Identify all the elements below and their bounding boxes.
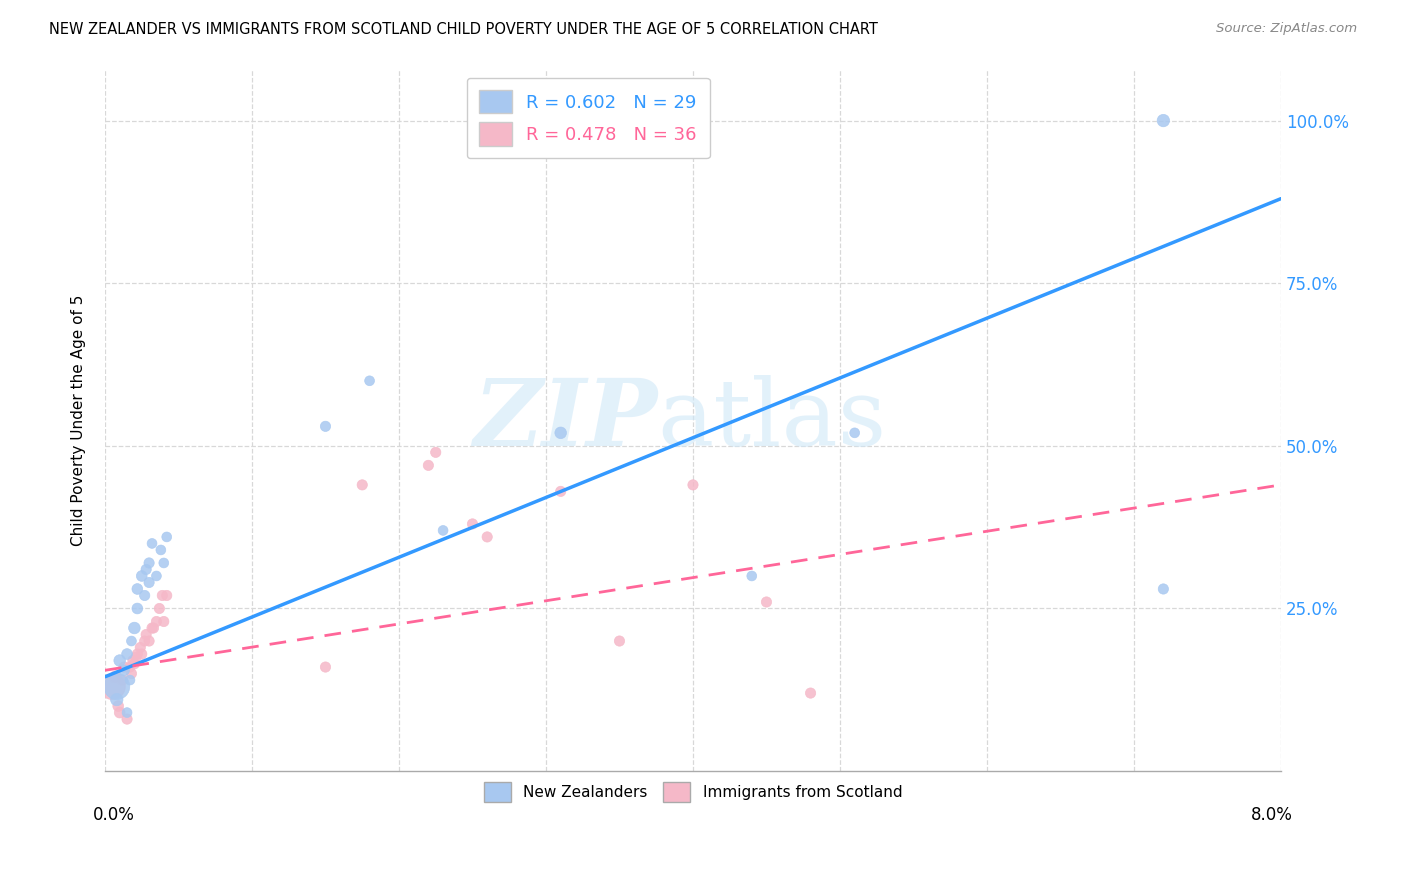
Point (122, 654, 145, 668)
Point (120, 666, 142, 681)
Point (101, 680, 124, 694)
Point (1152, 113, 1174, 128)
Point (141, 621, 163, 635)
Point (115, 647, 138, 661)
Point (111, 673, 134, 687)
Text: ZIP: ZIP (474, 375, 658, 465)
Point (105, 680, 128, 694)
Point (105, 692, 128, 706)
Point (755, 595, 778, 609)
Point (156, 589, 179, 603)
Point (844, 425, 866, 440)
Point (145, 615, 167, 629)
Y-axis label: Child Poverty Under the Age of 5: Child Poverty Under the Age of 5 (72, 294, 86, 546)
Point (104, 670, 127, 684)
Point (432, 524, 454, 538)
Point (131, 569, 153, 583)
Point (477, 530, 499, 544)
Point (131, 647, 153, 661)
Text: atlas: atlas (658, 375, 887, 465)
Point (352, 478, 374, 492)
Point (314, 660, 336, 674)
Point (120, 634, 142, 648)
Point (682, 478, 704, 492)
Point (124, 657, 146, 671)
Point (150, 589, 173, 603)
Text: 0.0%: 0.0% (93, 806, 135, 824)
Point (135, 562, 157, 576)
Point (135, 627, 157, 641)
Point (550, 484, 572, 499)
Point (127, 601, 149, 615)
Point (148, 601, 170, 615)
Point (152, 556, 174, 570)
Point (145, 569, 167, 583)
Point (124, 621, 146, 635)
Point (138, 556, 160, 570)
Point (138, 575, 160, 590)
Point (112, 663, 135, 677)
Point (142, 621, 165, 635)
Point (127, 647, 149, 661)
Point (1152, 582, 1174, 596)
Point (118, 660, 141, 674)
Point (152, 615, 174, 629)
Point (359, 374, 381, 388)
Point (156, 530, 179, 544)
Point (108, 654, 131, 668)
Point (141, 536, 163, 550)
Point (118, 673, 141, 687)
Legend: New Zealanders, Immigrants from Scotland: New Zealanders, Immigrants from Scotland (472, 772, 912, 813)
Point (425, 445, 447, 459)
Point (127, 582, 149, 596)
Point (125, 650, 148, 665)
Point (138, 634, 160, 648)
Point (115, 706, 138, 720)
Text: Source: ZipAtlas.com: Source: ZipAtlas.com (1216, 22, 1357, 36)
Point (134, 589, 156, 603)
Point (112, 660, 135, 674)
Point (609, 634, 631, 648)
Point (314, 419, 336, 434)
Point (800, 686, 823, 700)
Point (418, 458, 440, 473)
Point (134, 634, 156, 648)
Point (115, 712, 138, 726)
Point (129, 640, 152, 655)
Point (741, 569, 763, 583)
Point (461, 516, 484, 531)
Point (108, 706, 131, 720)
Point (149, 543, 172, 558)
Point (550, 425, 572, 440)
Point (107, 699, 129, 714)
Text: NEW ZEALANDER VS IMMIGRANTS FROM SCOTLAND CHILD POVERTY UNDER THE AGE OF 5 CORRE: NEW ZEALANDER VS IMMIGRANTS FROM SCOTLAN… (49, 22, 879, 37)
Text: 8.0%: 8.0% (1251, 806, 1292, 824)
